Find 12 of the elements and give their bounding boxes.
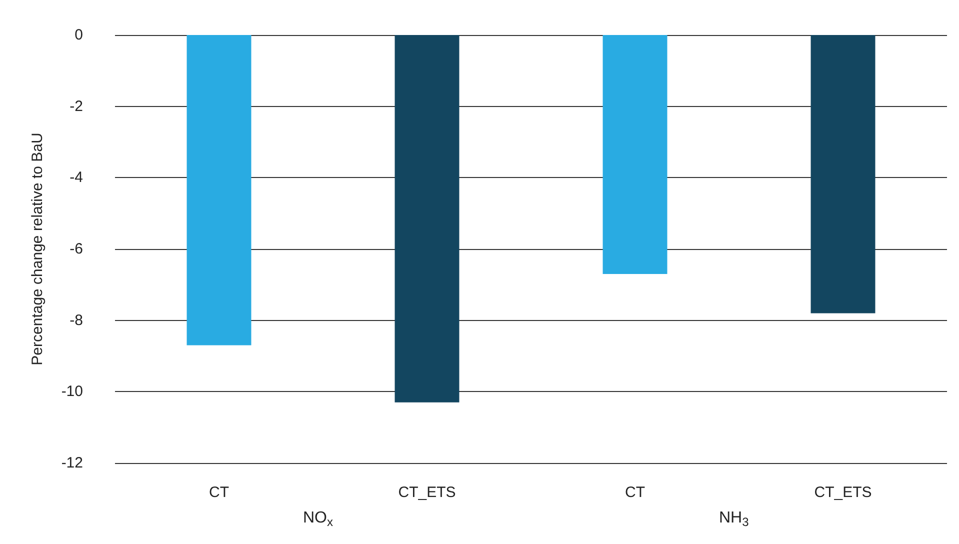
x-tick-label: CT <box>625 484 645 501</box>
y-tick-label: -10 <box>61 383 83 400</box>
y-tick-label: -4 <box>70 169 83 186</box>
y-axis-title: Percentage change relative to BaU <box>29 132 46 366</box>
x-tick-label: CT_ETS <box>398 484 456 501</box>
y-tick-label: -6 <box>70 240 83 258</box>
y-tick-label: -2 <box>70 98 83 115</box>
x-tick-label: CT <box>209 484 229 501</box>
y-tick-label: -12 <box>61 454 83 472</box>
x-tick-label: CT_ETS <box>814 484 872 501</box>
y-tick-label: -8 <box>70 312 83 329</box>
y-tick-label: 0 <box>74 26 83 44</box>
